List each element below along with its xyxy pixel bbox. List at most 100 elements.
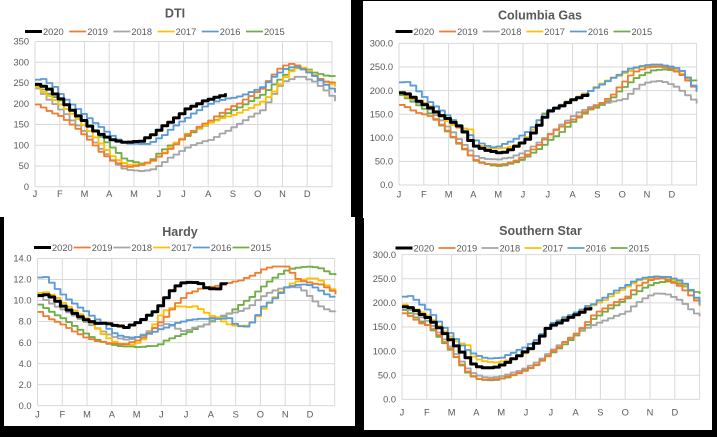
svg-text:300.0: 300.0 bbox=[370, 39, 393, 49]
svg-text:250.0: 250.0 bbox=[370, 62, 393, 72]
svg-text:300: 300 bbox=[13, 58, 29, 68]
svg-text:F: F bbox=[57, 189, 63, 199]
svg-text:2016: 2016 bbox=[588, 27, 609, 37]
svg-text:J: J bbox=[181, 189, 186, 199]
svg-text:J: J bbox=[397, 189, 402, 199]
svg-text:J: J bbox=[521, 189, 526, 199]
svg-text:2017: 2017 bbox=[171, 243, 192, 253]
svg-text:200: 200 bbox=[13, 99, 29, 109]
svg-text:2019: 2019 bbox=[457, 243, 478, 253]
svg-text:D: D bbox=[668, 189, 675, 199]
svg-text:A: A bbox=[572, 408, 579, 418]
svg-text:150.0: 150.0 bbox=[370, 109, 393, 119]
svg-text:250: 250 bbox=[13, 78, 29, 88]
svg-text:2019: 2019 bbox=[457, 27, 478, 37]
svg-text:2015: 2015 bbox=[632, 27, 653, 37]
svg-text:A: A bbox=[109, 409, 116, 419]
svg-text:2019: 2019 bbox=[87, 27, 108, 37]
svg-text:2019: 2019 bbox=[92, 243, 113, 253]
svg-text:N: N bbox=[647, 408, 654, 418]
svg-text:Southern Star: Southern Star bbox=[499, 224, 582, 238]
svg-text:O: O bbox=[619, 189, 626, 199]
svg-text:F: F bbox=[421, 189, 427, 199]
svg-text:4.0: 4.0 bbox=[19, 359, 32, 369]
svg-text:J: J bbox=[33, 189, 38, 199]
svg-text:D: D bbox=[304, 189, 311, 199]
svg-text:2020: 2020 bbox=[414, 27, 435, 37]
svg-text:350: 350 bbox=[13, 37, 29, 47]
svg-text:O: O bbox=[254, 189, 261, 199]
svg-text:M: M bbox=[494, 189, 502, 199]
svg-text:2016: 2016 bbox=[211, 243, 232, 253]
svg-text:A: A bbox=[208, 409, 215, 419]
svg-text:0: 0 bbox=[24, 182, 29, 192]
svg-text:S: S bbox=[594, 189, 600, 199]
svg-text:S: S bbox=[597, 408, 603, 418]
svg-text:150: 150 bbox=[13, 120, 29, 130]
svg-text:2018: 2018 bbox=[131, 243, 152, 253]
svg-text:2020: 2020 bbox=[52, 243, 73, 253]
svg-text:0.0: 0.0 bbox=[19, 401, 32, 411]
svg-text:A: A bbox=[470, 189, 477, 199]
svg-text:M: M bbox=[83, 409, 91, 419]
svg-text:2017: 2017 bbox=[176, 27, 197, 37]
svg-text:O: O bbox=[257, 409, 264, 419]
svg-text:Columbia Gas: Columbia Gas bbox=[498, 9, 582, 23]
svg-text:A: A bbox=[106, 189, 113, 199]
svg-text:J: J bbox=[184, 409, 189, 419]
svg-text:Hardy: Hardy bbox=[162, 225, 197, 239]
svg-text:2016: 2016 bbox=[220, 27, 241, 37]
svg-text:200.0: 200.0 bbox=[370, 86, 393, 96]
svg-text:12.0: 12.0 bbox=[13, 275, 31, 285]
svg-text:J: J bbox=[35, 409, 40, 419]
svg-text:M: M bbox=[130, 189, 138, 199]
svg-text:O: O bbox=[622, 408, 629, 418]
svg-text:D: D bbox=[671, 408, 678, 418]
svg-text:2015: 2015 bbox=[629, 243, 650, 253]
svg-text:M: M bbox=[445, 189, 453, 199]
svg-text:J: J bbox=[400, 408, 405, 418]
svg-text:8.0: 8.0 bbox=[19, 317, 32, 327]
svg-text:250.0: 250.0 bbox=[373, 274, 396, 284]
svg-text:2017: 2017 bbox=[544, 27, 565, 37]
svg-text:N: N bbox=[282, 409, 289, 419]
svg-text:N: N bbox=[644, 189, 651, 199]
svg-text:200.0: 200.0 bbox=[373, 298, 396, 308]
svg-text:M: M bbox=[497, 408, 505, 418]
svg-text:2020: 2020 bbox=[43, 27, 64, 37]
svg-text:2020: 2020 bbox=[414, 243, 435, 253]
svg-text:2016: 2016 bbox=[586, 243, 607, 253]
svg-text:A: A bbox=[569, 189, 576, 199]
svg-text:50: 50 bbox=[19, 161, 29, 171]
svg-text:2015: 2015 bbox=[264, 27, 285, 37]
svg-text:14.0: 14.0 bbox=[13, 254, 31, 264]
svg-text:10.0: 10.0 bbox=[13, 296, 31, 306]
svg-text:50.0: 50.0 bbox=[375, 157, 393, 167]
svg-text:100.0: 100.0 bbox=[373, 346, 396, 356]
svg-text:300.0: 300.0 bbox=[373, 250, 396, 260]
svg-text:A: A bbox=[205, 189, 212, 199]
svg-text:J: J bbox=[545, 189, 550, 199]
svg-text:100.0: 100.0 bbox=[370, 133, 393, 143]
svg-text:S: S bbox=[233, 409, 239, 419]
svg-text:6.0: 6.0 bbox=[19, 338, 32, 348]
svg-text:150.0: 150.0 bbox=[373, 322, 396, 332]
svg-text:DTI: DTI bbox=[165, 7, 185, 21]
svg-text:2.0: 2.0 bbox=[19, 380, 32, 390]
svg-text:D: D bbox=[307, 409, 314, 419]
svg-text:100: 100 bbox=[13, 141, 29, 151]
svg-text:0.0: 0.0 bbox=[380, 180, 393, 190]
svg-text:S: S bbox=[230, 189, 236, 199]
svg-text:0.0: 0.0 bbox=[383, 395, 396, 405]
svg-text:2018: 2018 bbox=[500, 243, 521, 253]
svg-text:F: F bbox=[424, 408, 430, 418]
svg-text:J: J bbox=[159, 409, 164, 419]
svg-text:2015: 2015 bbox=[251, 243, 272, 253]
svg-text:J: J bbox=[524, 408, 529, 418]
svg-text:A: A bbox=[473, 408, 480, 418]
svg-text:F: F bbox=[59, 409, 65, 419]
svg-text:M: M bbox=[81, 189, 89, 199]
svg-text:50.0: 50.0 bbox=[378, 371, 396, 381]
svg-text:2017: 2017 bbox=[543, 243, 564, 253]
svg-text:J: J bbox=[548, 408, 553, 418]
